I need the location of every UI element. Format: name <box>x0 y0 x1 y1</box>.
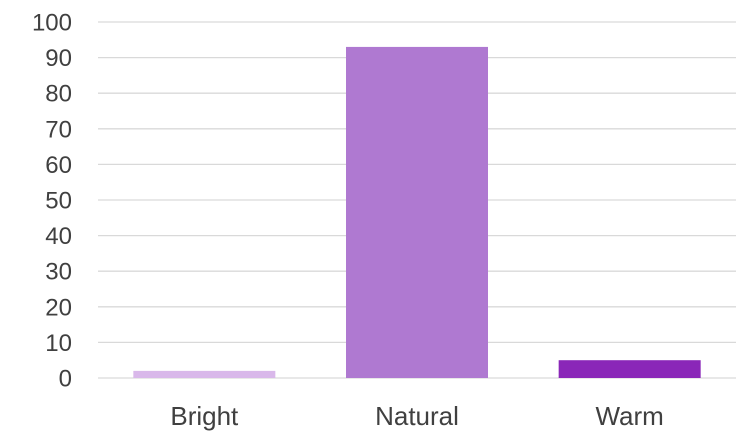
y-tick-label: 60 <box>45 152 72 179</box>
y-tick-label: 40 <box>45 223 72 250</box>
y-tick-label: 100 <box>32 10 72 37</box>
y-tick-label: 90 <box>45 45 72 72</box>
bar-warm <box>558 360 701 378</box>
y-tick-label: 10 <box>45 330 72 357</box>
y-tick-label: 30 <box>45 259 72 286</box>
bar-natural <box>346 46 488 379</box>
x-category-label-bright: Bright <box>170 401 239 431</box>
y-tick-label: 20 <box>45 294 72 321</box>
bar-bright <box>133 370 276 378</box>
y-tick-label: 80 <box>45 81 72 108</box>
bars <box>133 46 701 379</box>
y-tick-label: 50 <box>45 188 72 215</box>
x-category-label-warm: Warm <box>595 401 663 431</box>
y-tick-label: 0 <box>59 366 72 393</box>
x-category-label-natural: Natural <box>375 401 459 431</box>
x-axis-category-labels: Bright Natural Warm <box>170 401 663 431</box>
y-axis-tick-labels: 0 10 20 30 40 50 60 70 80 90 100 <box>32 10 72 393</box>
y-tick-label: 70 <box>45 116 72 143</box>
